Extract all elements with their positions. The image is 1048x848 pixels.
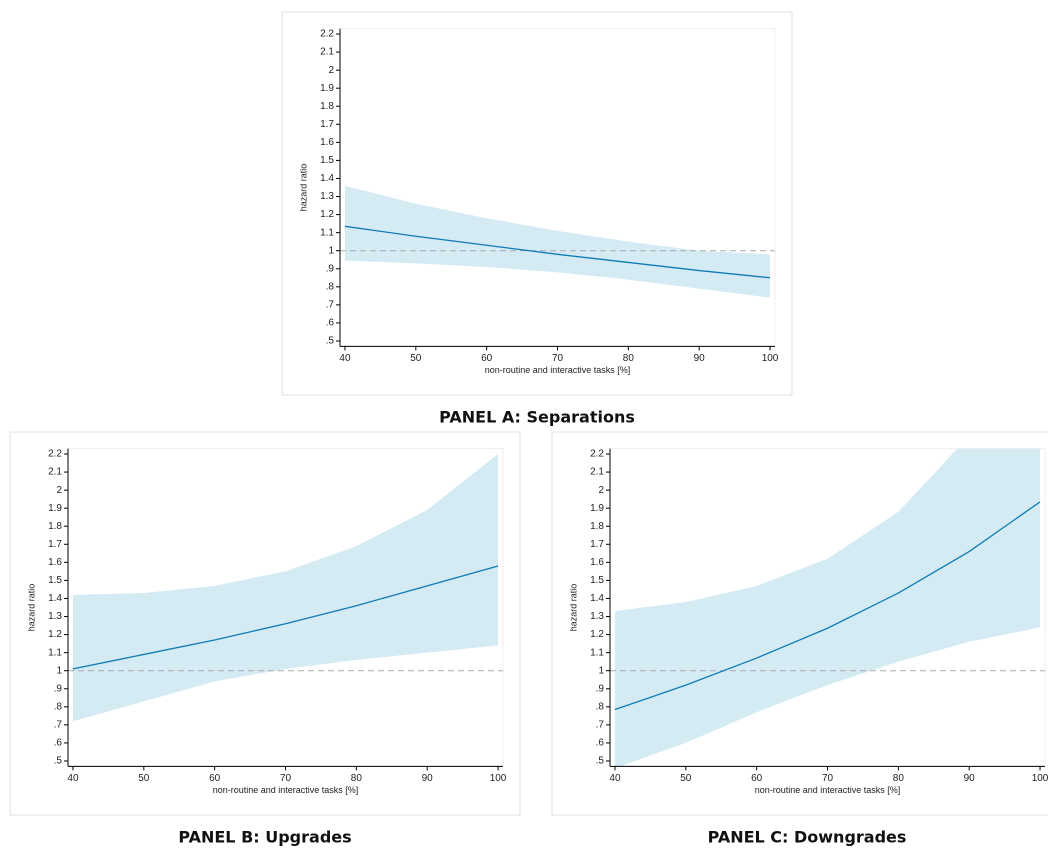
y-tick-label: .8 [596,701,605,712]
panel-caption: PANEL A: Separations [439,408,635,427]
y-tick-label: 1 [56,665,62,676]
y-tick-label: 1.3 [320,191,334,202]
x-tick-label: 50 [138,773,150,784]
y-tick-label: .7 [326,300,335,311]
y-tick-label: 2.1 [590,467,604,478]
y-tick-label: 1.8 [320,101,334,112]
x-tick-label: 70 [280,773,292,784]
x-tick-label: 40 [339,353,351,364]
y-tick-label: .8 [326,281,335,292]
x-tick-label: 70 [822,773,834,784]
y-tick-label: 1.3 [590,611,604,622]
panel: .5 .6 .7 .8 .9 1 1.1 1.2 1.3 1.4 1.5 1.6 1.7 1.8 1.9 2 2… [9,431,521,816]
y-axis-label: hazard ratio [568,584,578,632]
confidence-band [614,448,1041,767]
estimate-line [72,565,499,670]
y-tick-label: .5 [596,756,605,767]
y-tick-label: 1.2 [320,209,334,220]
x-tick-label: 50 [680,773,692,784]
x-tick-label: 40 [67,773,79,784]
y-tick-label: 1.8 [590,521,604,532]
plot [68,454,503,722]
y-tick-label: 1.2 [48,629,62,640]
y-tick-label: 1.6 [48,557,62,568]
y-tick-label: .7 [54,720,63,731]
x-tick-label: 100 [490,773,507,784]
y-tick-label: 1.1 [320,227,334,238]
y-tick-label: 2.2 [320,29,334,40]
y-tick-label: 1.9 [48,503,62,514]
estimate-line [614,501,1041,711]
y-tick-label: 1.2 [590,629,604,640]
y-tick-label: .6 [54,738,63,749]
y-tick-label: .5 [54,756,63,767]
y-tick-label: 1.5 [320,155,334,166]
y-tick-label: 1.8 [48,521,62,532]
y-tick-label: 2.1 [48,467,62,478]
x-tick-label: 40 [609,773,621,784]
y-tick-label: 1.5 [590,575,604,586]
plot-area [339,28,776,347]
x-tick-label: 80 [893,773,905,784]
y-tick-label: 1 [328,245,334,256]
x-tick-label: 100 [762,353,779,364]
y-tick-label: .9 [54,683,63,694]
x-tick-label: 60 [209,773,221,784]
x-tick-label: 60 [481,353,493,364]
plot [610,448,1045,767]
y-tick-label: 1.7 [590,539,604,550]
y-tick-label: 1.3 [48,611,62,622]
plot [340,185,775,298]
y-tick-label: .9 [596,683,605,694]
estimate-line [344,225,771,279]
x-tick-label: 80 [623,353,635,364]
y-tick-label: .8 [54,701,63,712]
y-axis-label: hazard ratio [298,164,308,212]
y-tick-label: 2.2 [48,449,62,460]
x-axis-label: non-routine and interactive tasks [%] [755,785,901,795]
y-tick-label: .6 [596,738,605,749]
y-tick-label: 1.7 [320,119,334,130]
panel-caption: PANEL B: Upgrades [178,828,351,847]
y-tick-label: 2 [598,485,604,496]
x-tick-label: 60 [751,773,763,784]
panel-caption: PANEL C: Downgrades [708,828,907,847]
y-tick-label: 1.6 [320,137,334,148]
x-tick-label: 80 [351,773,363,784]
x-axis-label: non-routine and interactive tasks [%] [485,365,631,375]
y-tick-label: 1.4 [590,593,604,604]
x-tick-label: 90 [422,773,434,784]
y-tick-label: 2 [328,65,334,76]
y-tick-label: .7 [596,720,605,731]
panel: .5 .6 .7 .8 .9 1 1.1 1.2 1.3 1.4 1.5 1.6 1.7 1.8 1.9 2 2… [551,431,1048,816]
confidence-band [344,185,771,298]
y-tick-label: 1.1 [590,647,604,658]
x-tick-label: 90 [964,773,976,784]
y-tick-label: 1.5 [48,575,62,586]
y-tick-label: .5 [326,336,335,347]
x-axis-label: non-routine and interactive tasks [%] [213,785,359,795]
y-tick-label: 1.4 [320,173,334,184]
y-tick-label: 2 [56,485,62,496]
y-tick-label: 1.1 [48,647,62,658]
y-tick-label: 2.1 [320,47,334,58]
x-tick-label: 100 [1032,773,1048,784]
x-tick-label: 90 [694,353,706,364]
y-tick-label: 1.9 [320,83,334,94]
y-tick-label: 1.7 [48,539,62,550]
y-tick-label: 1.6 [590,557,604,568]
y-tick-label: 1.9 [590,503,604,514]
y-tick-label: 2.2 [590,449,604,460]
y-tick-label: .9 [326,263,335,274]
confidence-band [72,454,499,722]
x-tick-label: 50 [410,353,422,364]
x-tick-label: 70 [552,353,564,364]
y-axis-label: hazard ratio [26,584,36,632]
y-tick-label: .6 [326,318,335,329]
y-tick-label: 1.4 [48,593,62,604]
panel: .5 .6 .7 .8 .9 1 1.1 1.2 1.3 1.4 1.5 1.6 1.7 1.8 1.9 2 2… [281,11,793,396]
y-tick-label: 1 [598,665,604,676]
